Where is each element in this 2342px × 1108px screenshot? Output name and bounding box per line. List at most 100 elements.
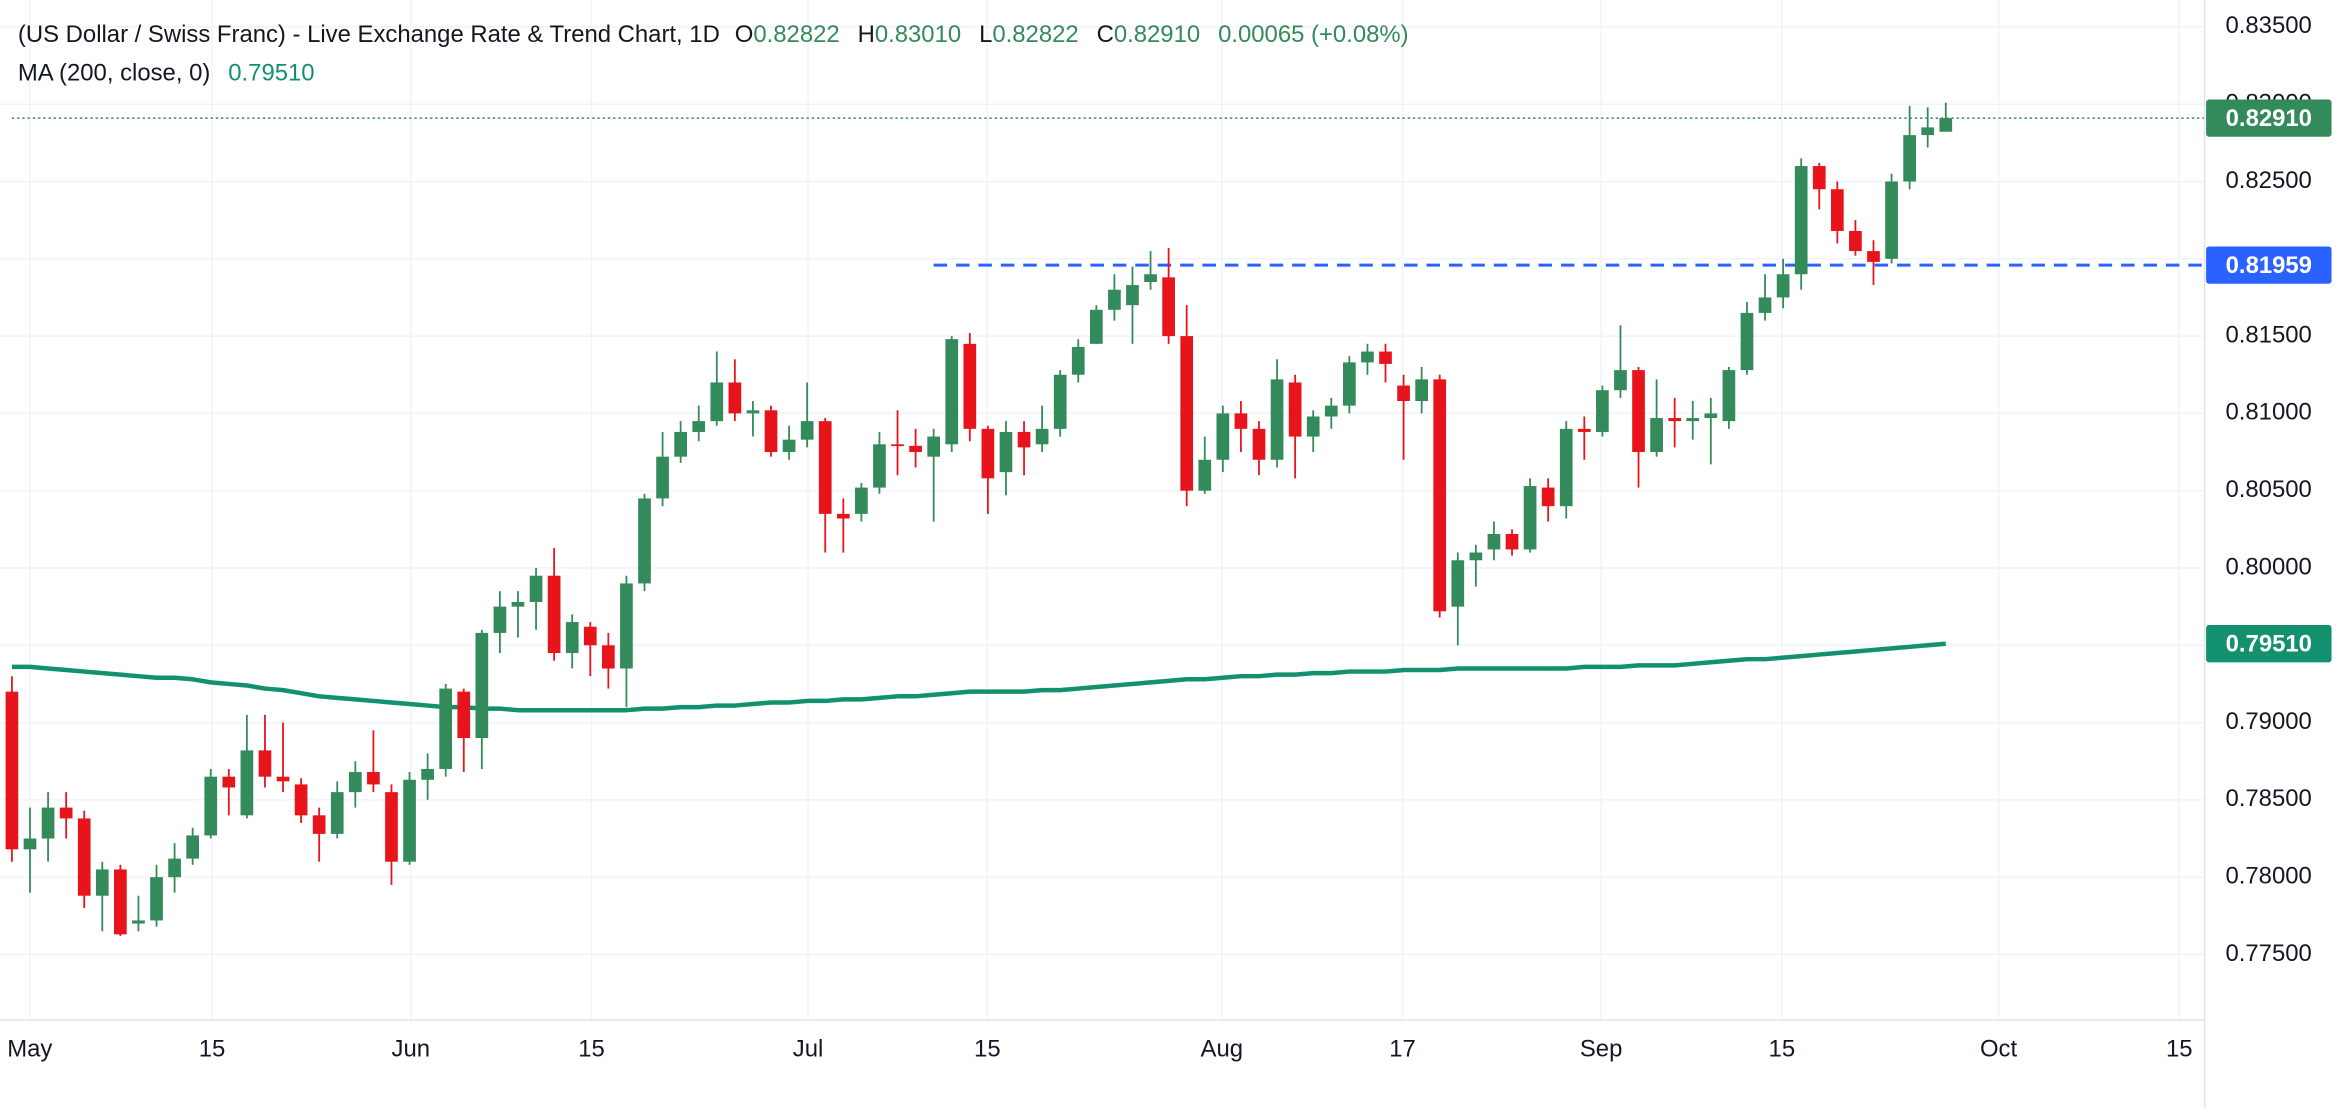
x-tick-label: 15 [578,1035,605,1062]
candle-body [222,776,236,788]
ma-value: 0.79510 [228,60,314,87]
price-label: 0.79510 [2226,631,2312,658]
candle-body [1252,428,1266,460]
candle-body [5,691,19,850]
candle-body [186,835,200,859]
candle-body [1451,560,1465,607]
candle-body [1198,459,1212,491]
candle-body [692,421,706,432]
candle-body [1433,379,1447,612]
candle-body [674,431,687,457]
candle-body [746,410,760,414]
candle-body [602,645,615,669]
candle-body [818,421,832,514]
candle-body [1035,428,1049,445]
candle-body [1523,486,1537,550]
candle-body [1361,351,1374,363]
candle-body [1830,189,1844,231]
candle-body [1270,379,1284,460]
candle-body [1288,382,1302,437]
candle-body [1632,370,1645,453]
candle-body [764,410,778,453]
x-tick-label: 15 [1769,1035,1796,1062]
candle-body [1469,552,1483,561]
ohlc-key: O [735,21,754,48]
candle-body [204,776,218,836]
y-tick-label: 0.82500 [2225,167,2311,194]
candle-body [1849,230,1862,252]
ohlc-value: 0.83010 [875,21,961,48]
ohlc-value: 0.82910 [1114,21,1200,48]
candle-body [1126,285,1139,306]
candle-body [1686,418,1700,422]
candle-body [782,439,796,453]
candle-body [1306,416,1320,437]
x-tick-label: May [7,1035,52,1062]
candle-body [945,339,959,445]
y-tick-label: 0.81000 [2225,399,2311,426]
x-tick-label: 15 [2166,1035,2193,1062]
candle-body [1144,274,1157,282]
candle-body [276,776,290,782]
candle-body [836,513,850,519]
candle-body [114,869,127,935]
candle-body [1596,390,1609,432]
x-tick-label: Jun [392,1035,431,1062]
ohlc-value: 0.82822 [992,21,1078,48]
candle-body [493,606,507,633]
candle-body [529,575,543,602]
candle-body [638,498,651,584]
candle-body [1885,181,1898,259]
y-tick-label: 0.80500 [2225,476,2311,503]
candle-body [873,444,886,488]
candle-body [909,445,922,453]
legend: (US Dollar / Swiss Franc) - Live Exchang… [18,21,1409,87]
ohlc-key: H [858,21,875,48]
candle-body [1559,428,1573,507]
candle-body [132,920,145,924]
candle-body [403,779,416,862]
price-label-box [2206,99,2332,137]
y-tick-label: 0.78000 [2225,862,2311,889]
candle-body [1704,413,1718,419]
chart-title: (US Dollar / Swiss Franc) - Live Exchang… [18,21,720,48]
candle-body [240,750,254,816]
candle-body [1867,251,1880,262]
candle-body [1397,385,1410,402]
ohlc-key: C [1097,21,1114,48]
ma-name: MA (200, close, 0) [18,60,210,87]
candle-body [1089,309,1103,344]
x-tick-label: Jul [793,1035,824,1062]
candle-body [1776,274,1790,298]
candle-body [855,487,868,514]
price-label-box [2206,625,2332,663]
candle-body [1614,370,1627,391]
candle-body [1541,487,1555,507]
candle-body [330,792,344,834]
candle-body [457,691,471,739]
ohlc-key: L [979,21,992,48]
candle-body [258,750,272,777]
candle-body [1343,362,1356,406]
candle-body [1415,379,1428,402]
candle-body [41,807,55,839]
candle-body [1108,289,1121,310]
x-tick-label: Oct [1980,1035,2018,1062]
candle-body [1758,297,1772,313]
x-tick-label: 15 [974,1035,1001,1062]
candle-body [475,632,489,739]
x-tick-label: 17 [1389,1035,1416,1062]
candle-body [385,792,398,862]
candle-body [565,622,579,654]
ohlc-value: 0.82822 [753,21,839,48]
y-tick-label: 0.77500 [2225,940,2311,967]
candle-body [348,772,362,793]
candle-body [1234,413,1248,429]
candle-body [800,421,814,440]
candle-body [312,815,326,834]
candle-body [583,626,597,646]
x-tick-label: 15 [199,1035,226,1062]
